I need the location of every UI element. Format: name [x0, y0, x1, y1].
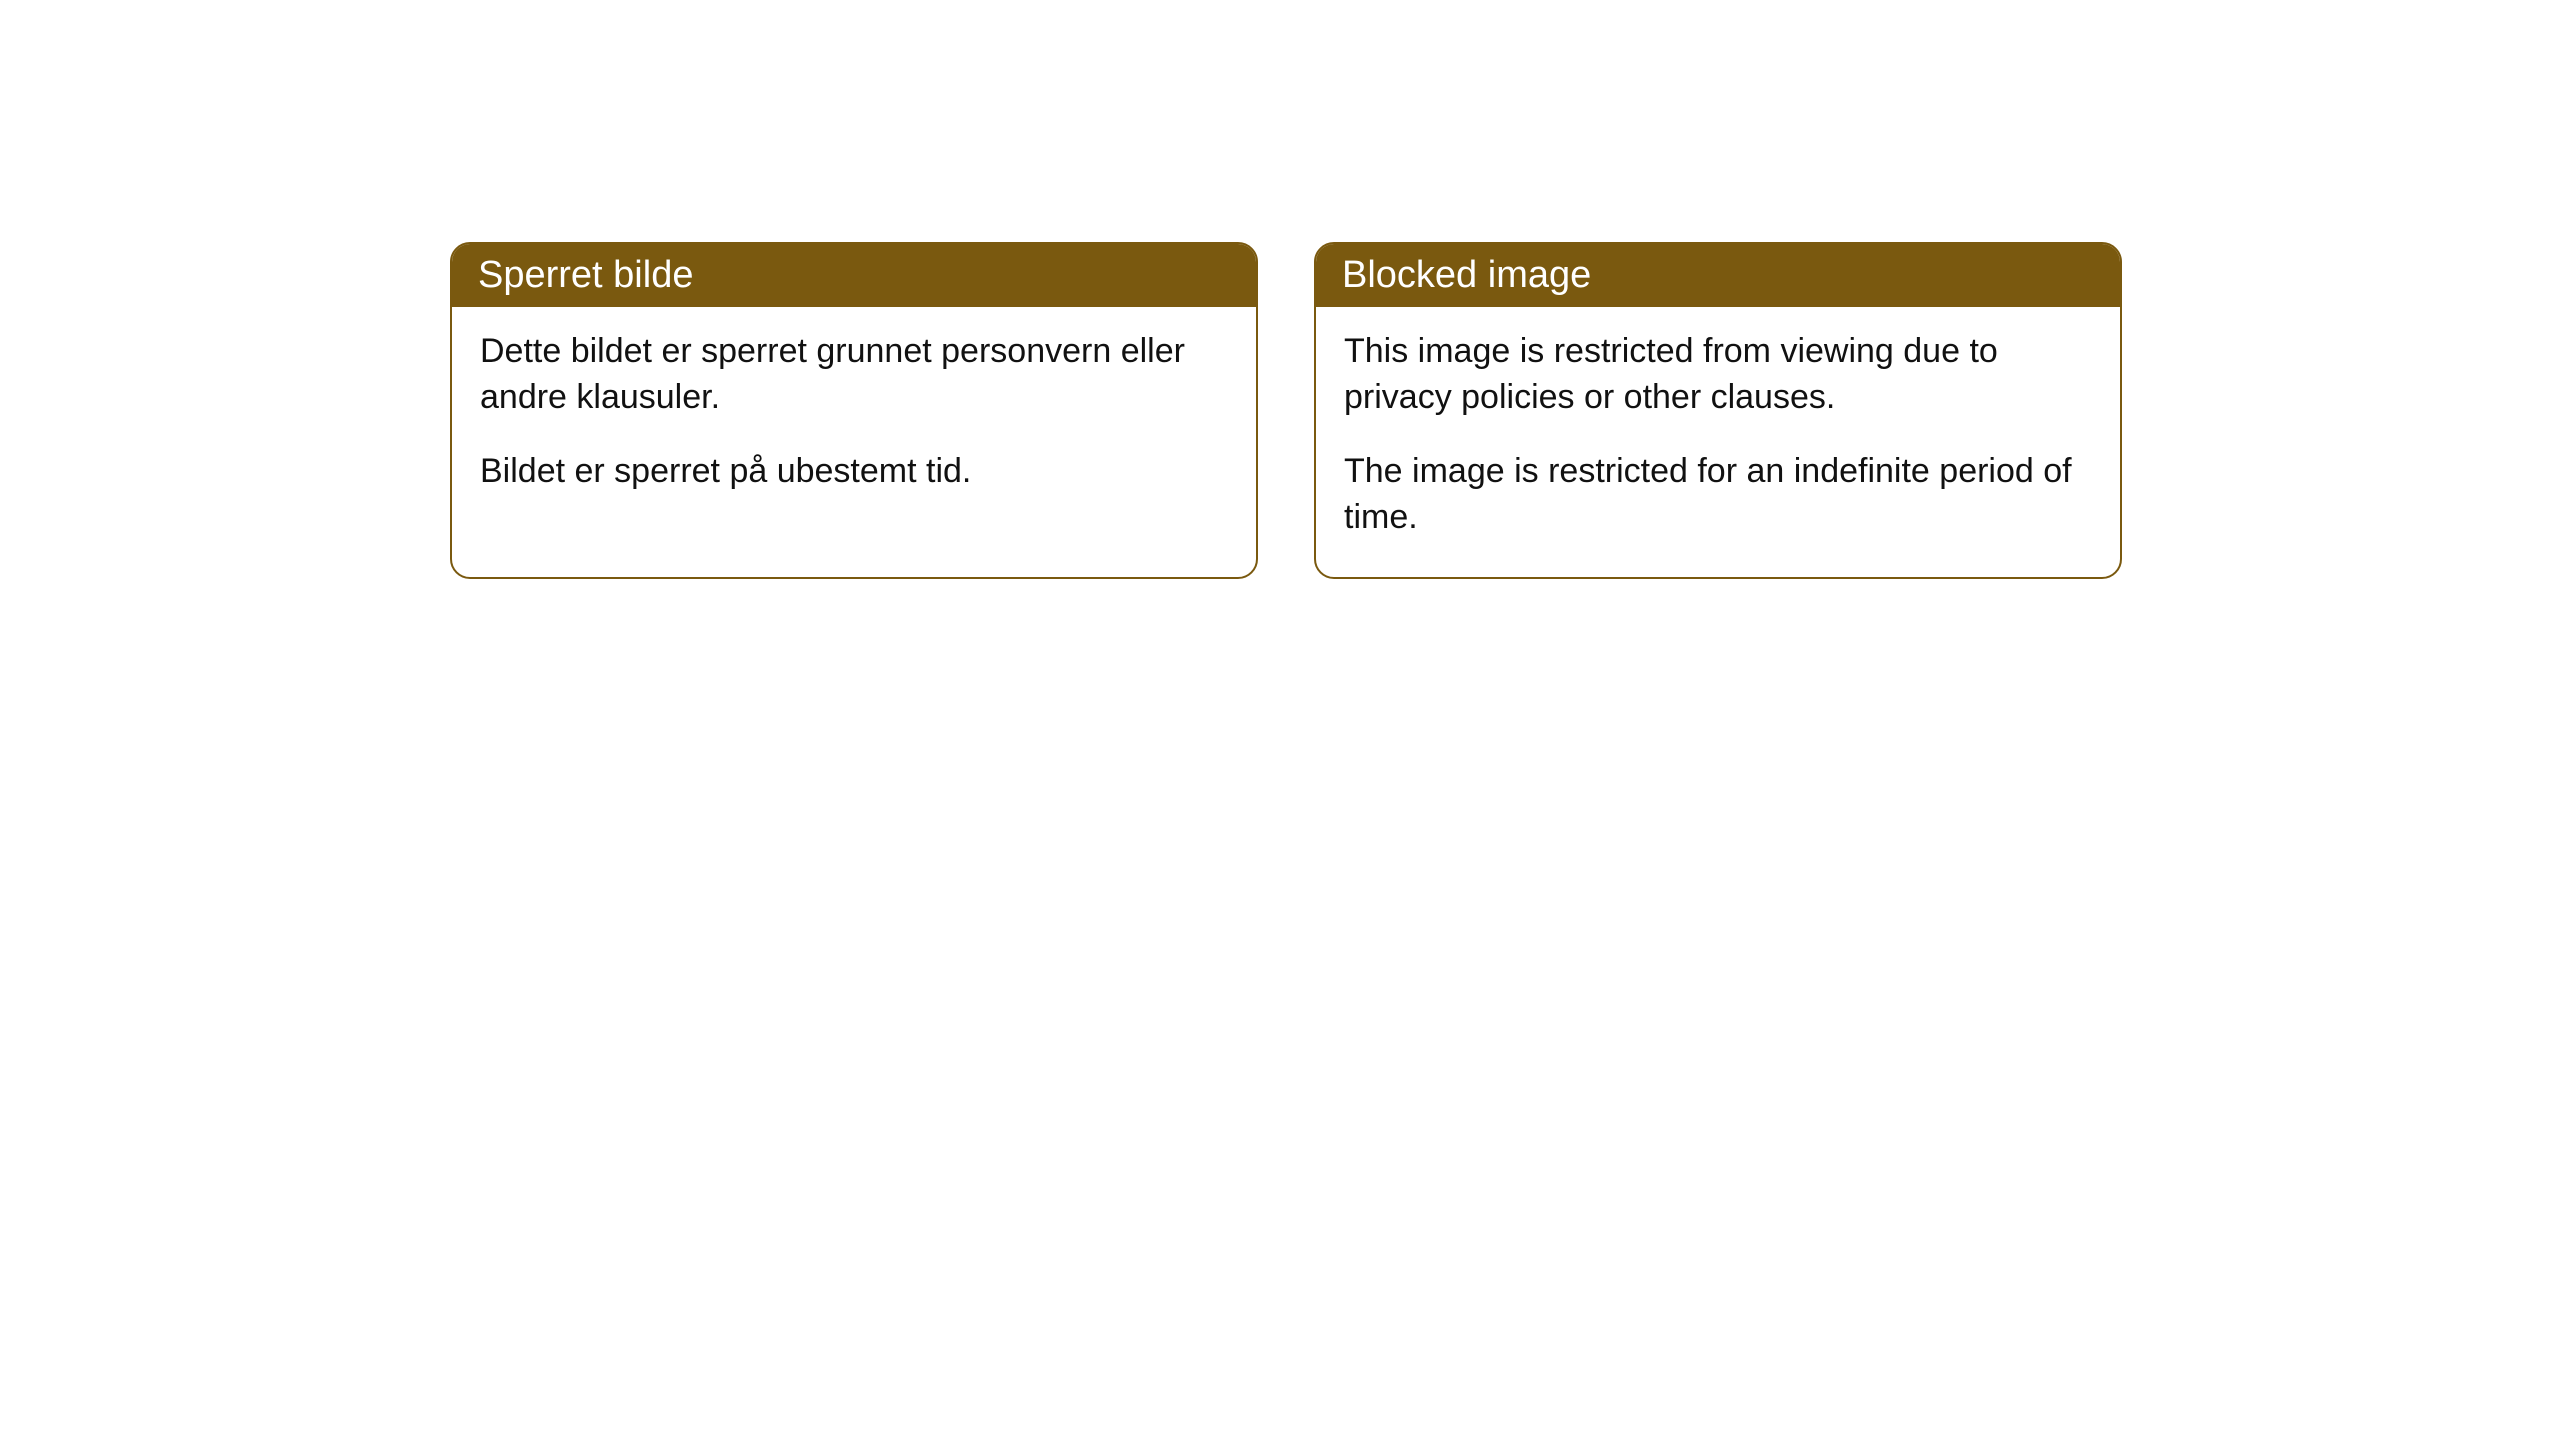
notice-paragraph: This image is restricted from viewing du… [1344, 329, 2092, 421]
notice-header: Sperret bilde [452, 244, 1256, 307]
notice-card-english: Blocked image This image is restricted f… [1314, 242, 2122, 579]
notice-body: This image is restricted from viewing du… [1316, 307, 2120, 577]
notice-container: Sperret bilde Dette bildet er sperret gr… [0, 0, 2560, 579]
notice-paragraph: Dette bildet er sperret grunnet personve… [480, 329, 1228, 421]
notice-paragraph: Bildet er sperret på ubestemt tid. [480, 449, 1228, 495]
notice-card-norwegian: Sperret bilde Dette bildet er sperret gr… [450, 242, 1258, 579]
notice-paragraph: The image is restricted for an indefinit… [1344, 449, 2092, 541]
notice-body: Dette bildet er sperret grunnet personve… [452, 307, 1256, 531]
notice-header: Blocked image [1316, 244, 2120, 307]
